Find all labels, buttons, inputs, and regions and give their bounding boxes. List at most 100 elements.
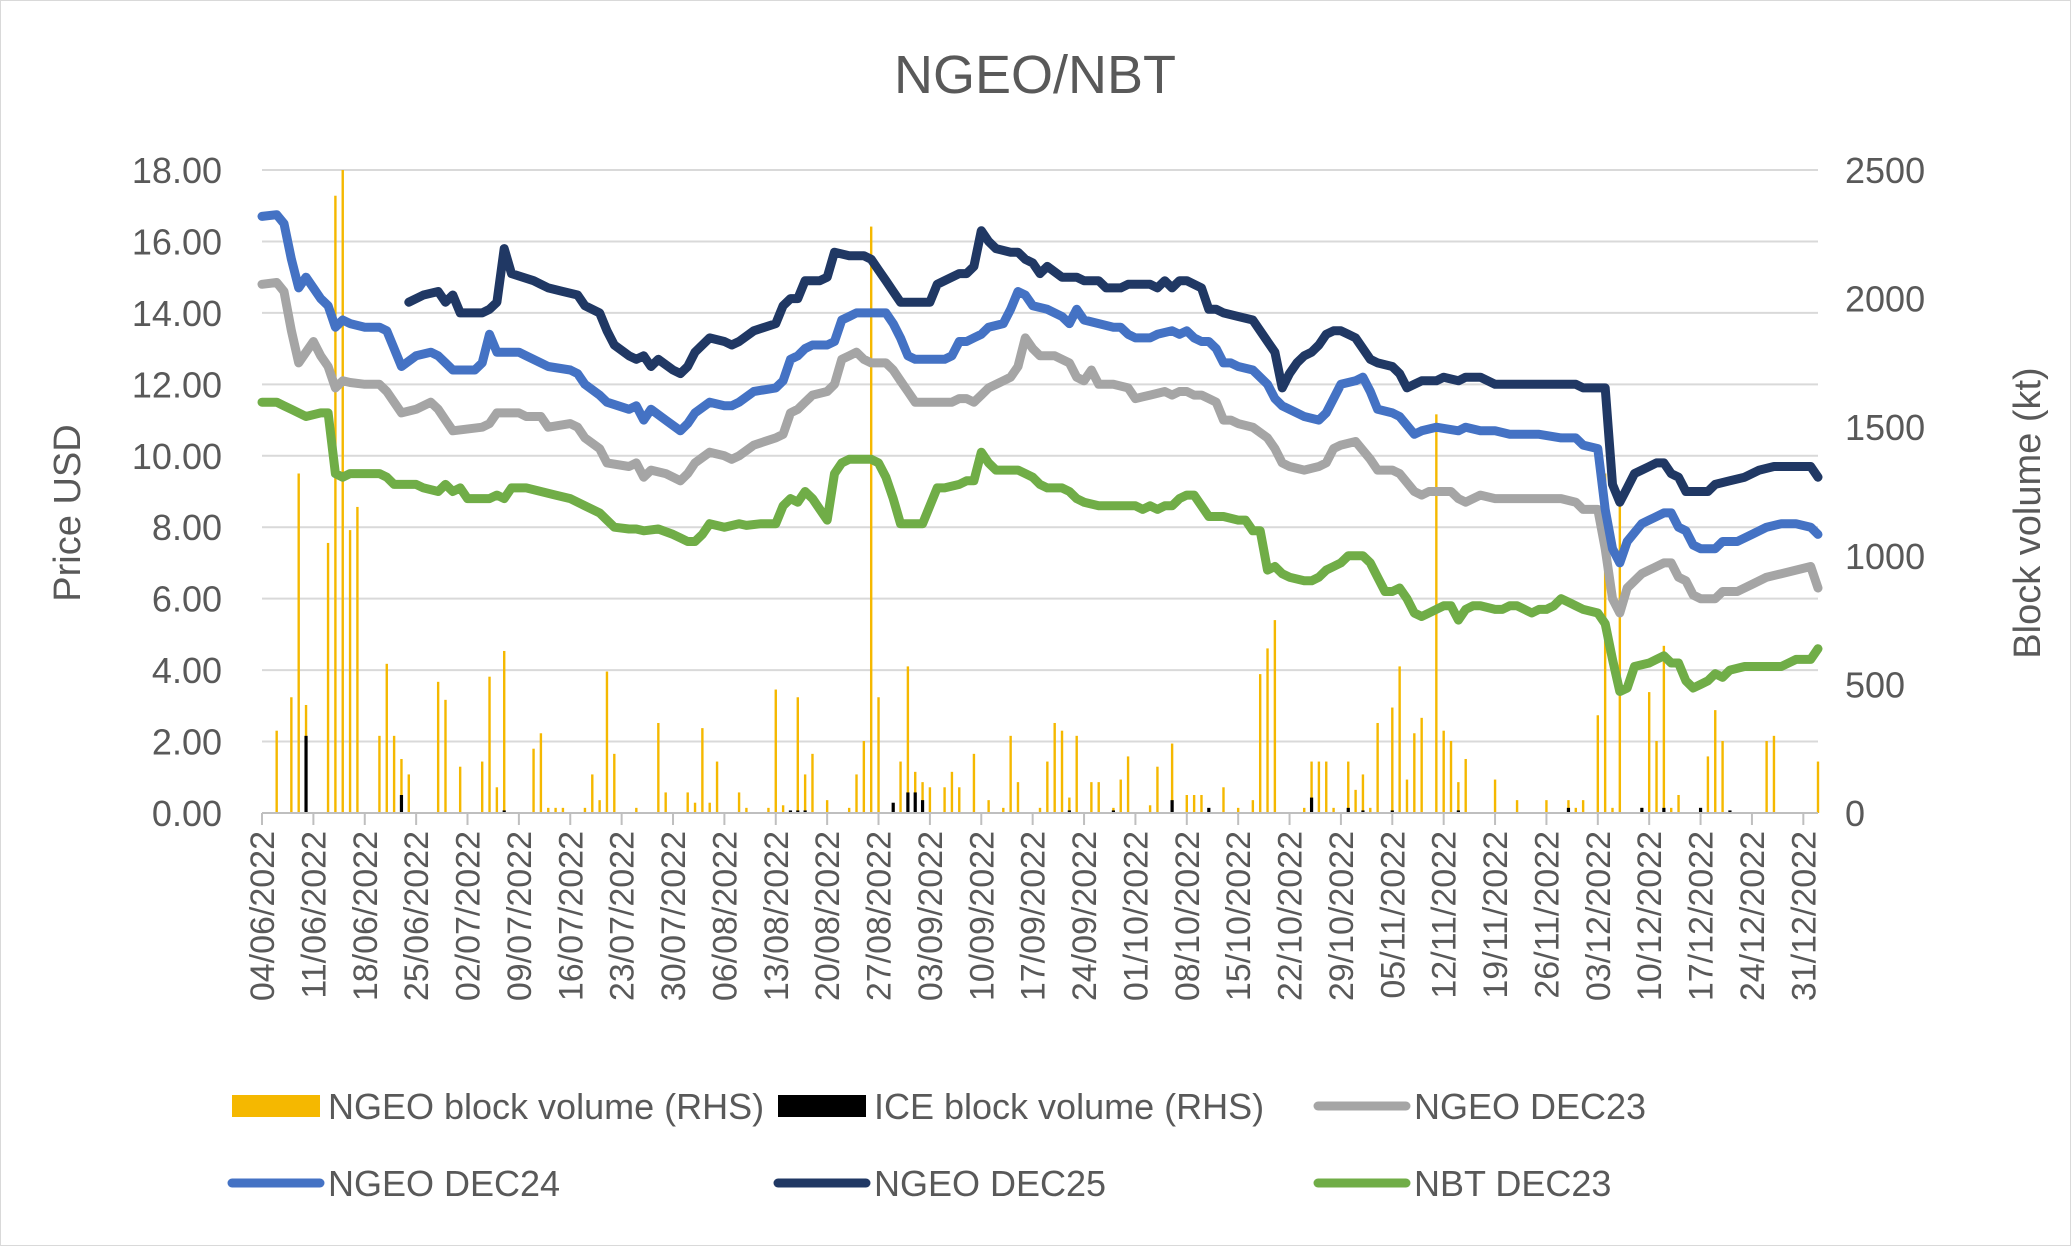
x-tick-label: 12/11/2022 bbox=[1426, 831, 1464, 999]
ice-volume-bar bbox=[399, 794, 404, 813]
ice-volume-bar bbox=[906, 792, 910, 813]
ngeo-volume-bar bbox=[1413, 733, 1416, 813]
ice-volume-bar bbox=[796, 810, 800, 813]
ngeo-volume-bar bbox=[341, 170, 344, 813]
ngeo-volume-bar bbox=[1515, 800, 1519, 813]
x-tick-label: 10/09/2022 bbox=[963, 831, 1001, 1001]
left-tick-label: 16.00 bbox=[132, 221, 222, 262]
ngeo-volume-bar bbox=[1126, 756, 1130, 813]
ngeo-volume-bar bbox=[1567, 800, 1570, 813]
ngeo-volume-bar bbox=[1325, 761, 1328, 813]
ngeo-volume-bar bbox=[1192, 794, 1196, 813]
x-tick-label: 10/12/2022 bbox=[1631, 831, 1669, 1001]
ice-volume-bar bbox=[1346, 807, 1350, 813]
series-line-ngeo-dec24 bbox=[257, 210, 1823, 568]
ngeo-volume-bar bbox=[1765, 740, 1768, 813]
x-axis bbox=[261, 812, 1818, 825]
ngeo-volume-bar bbox=[987, 800, 990, 813]
ngeo-volume-bar bbox=[862, 740, 866, 813]
x-tick-label: 06/08/2022 bbox=[706, 831, 744, 1001]
legend-label: NGEO DEC25 bbox=[874, 1163, 1106, 1204]
ngeo-volume-bar bbox=[1016, 782, 1020, 813]
ngeo-volume-bar bbox=[392, 735, 396, 813]
price-lines bbox=[257, 210, 1823, 696]
ngeo-volume-bar bbox=[1618, 504, 1622, 813]
left-tick-label: 6.00 bbox=[152, 579, 222, 620]
ice-volume-bar bbox=[1111, 810, 1115, 813]
ngeo-volume-bar bbox=[847, 807, 851, 813]
legend-entry: NGEO block volume (RHS) bbox=[232, 1086, 764, 1127]
ngeo-volume-bar bbox=[1046, 761, 1049, 813]
ngeo-volume-bar bbox=[1816, 761, 1820, 813]
ngeo-volume-bar bbox=[1398, 666, 1401, 813]
ngeo-volume-bar bbox=[1053, 722, 1056, 813]
x-tick-label: 03/09/2022 bbox=[912, 831, 950, 1001]
legend-label: NGEO block volume (RHS) bbox=[328, 1086, 764, 1127]
ngeo-volume-bar bbox=[334, 195, 337, 814]
legend-label: ICE block volume (RHS) bbox=[874, 1086, 1264, 1127]
right-tick-label: 2000 bbox=[1845, 279, 1925, 320]
ngeo-volume-bar bbox=[1002, 807, 1005, 813]
ngeo-volume-bar bbox=[385, 663, 388, 813]
ice-volume-bar bbox=[304, 735, 308, 813]
left-tick-label: 12.00 bbox=[132, 364, 222, 405]
x-tick-label: 15/10/2022 bbox=[1220, 831, 1258, 1001]
ngeo-volume-bar bbox=[635, 807, 638, 813]
ngeo-volume-bar bbox=[1170, 743, 1174, 813]
ngeo-volume-bar bbox=[767, 807, 770, 813]
ngeo-volume-bar bbox=[1236, 807, 1240, 813]
ngeo-volume-bar bbox=[796, 697, 799, 813]
ngeo-volume-bar bbox=[950, 771, 954, 813]
ngeo-volume-bar bbox=[1464, 758, 1467, 813]
x-tick-label: 24/12/2022 bbox=[1734, 831, 1772, 1001]
ngeo-volume-bar bbox=[495, 787, 499, 813]
ngeo-volume-bar bbox=[1273, 620, 1277, 813]
ngeo-volume-bar bbox=[1068, 797, 1071, 813]
x-tick-label: 31/12/2022 bbox=[1785, 831, 1823, 1001]
ngeo-volume-bar bbox=[1222, 787, 1225, 813]
ngeo-volume-bar bbox=[1376, 722, 1379, 813]
series-line-ngeo-dec25 bbox=[404, 226, 1823, 507]
legend-entry: NGEO DEC24 bbox=[227, 1163, 560, 1204]
legend-label: NGEO DEC23 bbox=[1414, 1086, 1646, 1127]
ngeo-volume-bar bbox=[1596, 715, 1600, 813]
ngeo-volume-bar bbox=[1442, 730, 1445, 813]
ngeo-volume-bar bbox=[958, 787, 961, 813]
ice-volume-bar bbox=[1170, 800, 1174, 813]
ngeo-volume-bar bbox=[1097, 782, 1100, 813]
ngeo-volume-bar bbox=[1493, 779, 1497, 813]
x-tick-label: 17/09/2022 bbox=[1015, 831, 1053, 1001]
ngeo-volume-bar bbox=[326, 542, 330, 813]
x-tick-label: 19/11/2022 bbox=[1477, 831, 1515, 999]
ngeo-volume-bar bbox=[290, 697, 293, 813]
ice-volume-bar bbox=[1309, 797, 1314, 813]
ngeo-volume-bar bbox=[928, 787, 932, 813]
ngeo-volume-bar bbox=[436, 681, 440, 813]
x-tick-label: 02/07/2022 bbox=[450, 831, 488, 1001]
ngeo-volume-bar bbox=[605, 671, 609, 813]
ngeo-volume-bar bbox=[811, 753, 814, 813]
ice-volume-bar bbox=[1456, 810, 1460, 813]
series-line-nbt-dec23 bbox=[257, 397, 1823, 696]
ngeo-volume-bar bbox=[539, 733, 543, 813]
right-axis-tick-labels: 0 500 1000 1500 2000 2500 bbox=[1845, 150, 1925, 834]
ice-volume-bar bbox=[891, 802, 895, 813]
ngeo-volume-bar bbox=[297, 473, 300, 813]
x-tick-label: 25/06/2022 bbox=[398, 831, 436, 1001]
x-tick-label: 24/09/2022 bbox=[1066, 831, 1104, 1001]
ngeo-volume-bar bbox=[1200, 794, 1203, 813]
ngeo-volume-bar bbox=[1258, 674, 1262, 813]
x-tick-label: 05/11/2022 bbox=[1374, 831, 1412, 999]
ngeo-volume-bar bbox=[1677, 794, 1680, 813]
ngeo-volume-bar bbox=[774, 689, 777, 813]
ngeo-volume-bar bbox=[1266, 648, 1269, 813]
ngeo-volume-bar bbox=[825, 800, 829, 813]
ngeo-volume-bar bbox=[583, 807, 587, 813]
x-tick-label: 29/10/2022 bbox=[1323, 831, 1361, 1001]
ngeo-volume-bar bbox=[1405, 779, 1409, 813]
legend-entry: NGEO DEC23 bbox=[1313, 1086, 1646, 1127]
ngeo-volume-bar bbox=[458, 766, 462, 813]
right-tick-label: 1000 bbox=[1845, 536, 1925, 577]
left-tick-label: 14.00 bbox=[132, 293, 222, 334]
